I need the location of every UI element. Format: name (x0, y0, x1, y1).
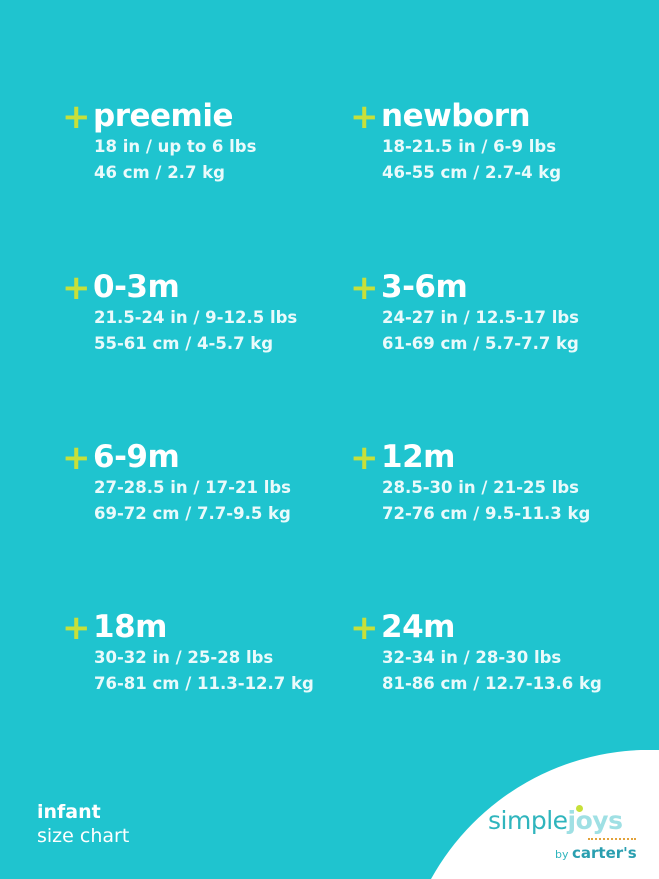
logo-dot-icon (575, 805, 583, 812)
size-imperial: 30-32 in / 25-28 lbs (94, 648, 274, 667)
size-imperial: 27-28.5 in / 17-21 lbs (94, 478, 291, 497)
size-metric: 46-55 cm / 2.7-4 kg (382, 163, 562, 182)
chart-label-infant: infant (37, 801, 101, 823)
size-metric: 55-61 cm / 4-5.7 kg (94, 334, 274, 353)
plus-icon: + (62, 268, 91, 308)
size-imperial: 21.5-24 in / 9-12.5 lbs (94, 308, 298, 327)
plus-icon: + (62, 97, 91, 137)
size-imperial: 18-21.5 in / 6-9 lbs (382, 137, 557, 156)
size-imperial: 24-27 in / 12.5-17 lbs (382, 308, 579, 327)
size-title: 12m (381, 439, 455, 475)
size-imperial: 32-34 in / 28-30 lbs (382, 648, 562, 667)
logo-badge-shape (431, 750, 659, 879)
size-title: 18m (93, 609, 167, 645)
chart-label: infant size chart (37, 800, 129, 848)
logo-by-carters: by carter's (555, 844, 637, 862)
size-imperial: 18 in / up to 6 lbs (94, 137, 257, 156)
size-metric: 72-76 cm / 9.5-11.3 kg (382, 504, 591, 523)
plus-icon: + (350, 608, 379, 648)
plus-icon: + (62, 438, 91, 478)
logo-carters: carter's (572, 844, 637, 862)
size-metric: 46 cm / 2.7 kg (94, 163, 225, 182)
plus-icon: + (62, 608, 91, 648)
chart-label-size-chart: size chart (37, 825, 130, 847)
size-metric: 61-69 cm / 5.7-7.7 kg (382, 334, 579, 353)
size-title: newborn (381, 98, 531, 134)
logo-badge (431, 750, 659, 879)
logo-by: by (555, 848, 569, 861)
plus-icon: + (350, 97, 379, 137)
size-title: 0-3m (93, 269, 180, 305)
size-title: 3-6m (381, 269, 468, 305)
size-metric: 81-86 cm / 12.7-13.6 kg (382, 674, 602, 693)
plus-icon: + (350, 438, 379, 478)
plus-icon: + (350, 268, 379, 308)
size-title: preemie (93, 98, 233, 134)
logo-dotted-underline (588, 838, 636, 840)
size-title: 24m (381, 609, 455, 645)
logo-joys: joys (568, 805, 623, 835)
logo-simple: simple (488, 806, 568, 835)
size-metric: 69-72 cm / 7.7-9.5 kg (94, 504, 291, 523)
size-metric: 76-81 cm / 11.3-12.7 kg (94, 674, 314, 693)
size-imperial: 28.5-30 in / 21-25 lbs (382, 478, 579, 497)
size-title: 6-9m (93, 439, 180, 475)
simple-joys-logo: simple joys by carter's (488, 805, 648, 862)
